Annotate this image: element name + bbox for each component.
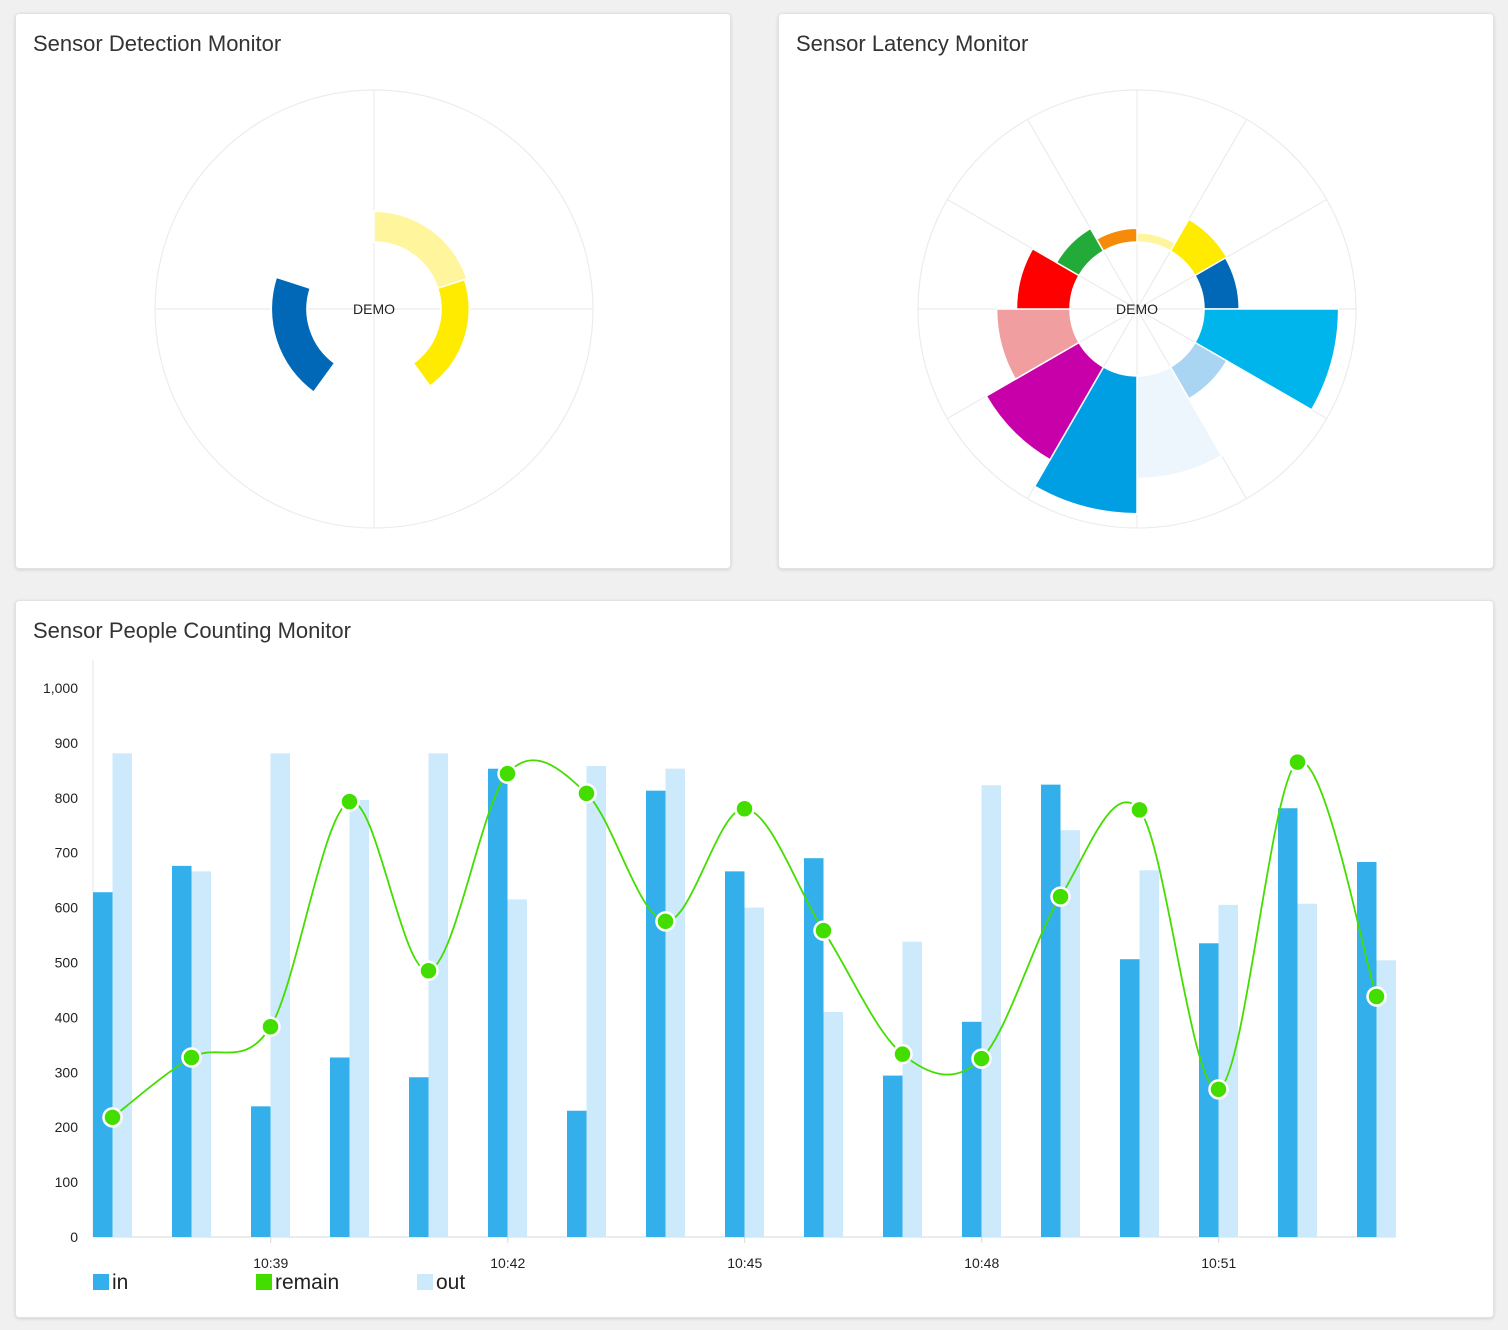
bar-in: [251, 1106, 271, 1237]
counting-combo-chart: 0 100 200 300 400 500 600 700 800 900 1,000 10:39 10…: [43, 660, 1396, 1294]
y-tick-label: 400: [55, 1009, 79, 1025]
remain-point: [813, 920, 834, 941]
polar-gridline: [1136, 198, 1327, 310]
y-tick-label: 200: [55, 1119, 79, 1135]
polar-gridline: [1026, 119, 1138, 310]
bar-in: [567, 1110, 587, 1237]
y-tick-label: 700: [55, 845, 79, 861]
bar-out: [507, 899, 527, 1237]
rose-slice: [1015, 247, 1081, 310]
counting-panel: Sensor People Counting Monitor 0 100 200 30…: [15, 600, 1494, 1318]
bar-in: [646, 790, 666, 1237]
bar-out: [1218, 904, 1238, 1237]
bar-in: [488, 768, 508, 1237]
legend-swatch: [417, 1274, 433, 1290]
rose-slice: [270, 276, 336, 394]
y-tick-label: 800: [55, 790, 79, 806]
bar-out: [981, 785, 1001, 1237]
bar-in: [409, 1077, 429, 1237]
remain-point: [576, 783, 597, 804]
y-tick-label: 300: [55, 1064, 79, 1080]
rose-slice: [308, 240, 375, 290]
x-tick-label: 10:42: [490, 1255, 525, 1271]
remain-point: [971, 1048, 992, 1069]
legend-label: in: [112, 1271, 128, 1294]
bar-out: [586, 765, 606, 1237]
remain-point: [1287, 751, 1308, 773]
latency-rose-chart: DEMO: [917, 89, 1357, 529]
bar-out: [1060, 830, 1080, 1237]
remain-point: [655, 911, 676, 932]
y-tick-label: 1,000: [43, 680, 78, 696]
bar-in: [1120, 959, 1140, 1237]
x-tick-label: 10:51: [1201, 1255, 1236, 1271]
bar-in: [1041, 784, 1061, 1237]
bar-in: [1278, 808, 1298, 1237]
legend-swatch: [256, 1274, 272, 1290]
rose-slice: [412, 278, 470, 388]
remain-point: [1129, 799, 1150, 821]
bar-in: [883, 1075, 903, 1237]
remain-point: [1366, 986, 1387, 1007]
remain-point: [1208, 1079, 1229, 1100]
remain-point: [339, 791, 360, 812]
bar-out: [744, 907, 764, 1237]
bar-out: [823, 1011, 843, 1237]
x-tick-label: 10:39: [253, 1255, 288, 1271]
remain-point: [497, 763, 518, 784]
remain-point: [734, 798, 755, 820]
remain-point: [181, 1047, 202, 1068]
center-label: DEMO: [353, 301, 395, 317]
bar-in: [172, 865, 192, 1237]
remain-point: [418, 960, 439, 981]
bar-in: [330, 1057, 350, 1237]
bar-in: [804, 858, 824, 1237]
bar-out: [112, 753, 132, 1237]
remain-point: [102, 1107, 123, 1128]
rose-slice: [1193, 308, 1340, 411]
rose-slice: [985, 341, 1105, 461]
legend-label: remain: [275, 1271, 339, 1294]
bar-out: [428, 753, 448, 1237]
remain-point: [260, 1016, 281, 1037]
bar-out: [665, 768, 685, 1237]
remain-point: [1050, 886, 1071, 907]
y-tick-label: 500: [55, 955, 79, 971]
center-label: DEMO: [1116, 301, 1158, 317]
bar-out: [270, 753, 290, 1237]
bar-out: [1376, 960, 1396, 1237]
y-tick-label: 0: [70, 1229, 78, 1245]
counting-title: Sensor People Counting Monitor: [33, 618, 351, 643]
y-tick-label: 900: [55, 735, 79, 751]
rose-slice: [1136, 232, 1177, 253]
latency-panel: Sensor Latency Monitor DEMO: [778, 13, 1494, 569]
y-tick-label: 100: [55, 1174, 79, 1190]
bar-out: [902, 941, 922, 1237]
bar-in: [725, 871, 745, 1237]
bar-in: [962, 1021, 982, 1237]
legend-label: out: [436, 1271, 465, 1294]
x-tick-label: 10:45: [727, 1255, 762, 1271]
remain-point: [892, 1043, 913, 1065]
bar-out: [1139, 870, 1159, 1237]
bar-out: [1297, 903, 1317, 1237]
rose-slice: [1095, 227, 1138, 253]
bar-in: [1357, 862, 1377, 1237]
rose-slice: [373, 210, 468, 290]
polar-gridline: [1136, 119, 1248, 310]
detection-panel: Sensor Detection Monitor DEMO: [15, 13, 731, 569]
bar-in: [93, 892, 113, 1237]
rose-slice: [1033, 365, 1138, 515]
legend-swatch: [93, 1274, 109, 1290]
bar-out: [349, 799, 369, 1237]
y-tick-label: 600: [55, 900, 79, 916]
detection-title: Sensor Detection Monitor: [33, 31, 282, 56]
detection-rose-chart: DEMO: [154, 89, 594, 529]
x-tick-label: 10:48: [964, 1255, 999, 1271]
latency-title: Sensor Latency Monitor: [796, 31, 1029, 56]
rose-slice: [995, 308, 1081, 381]
